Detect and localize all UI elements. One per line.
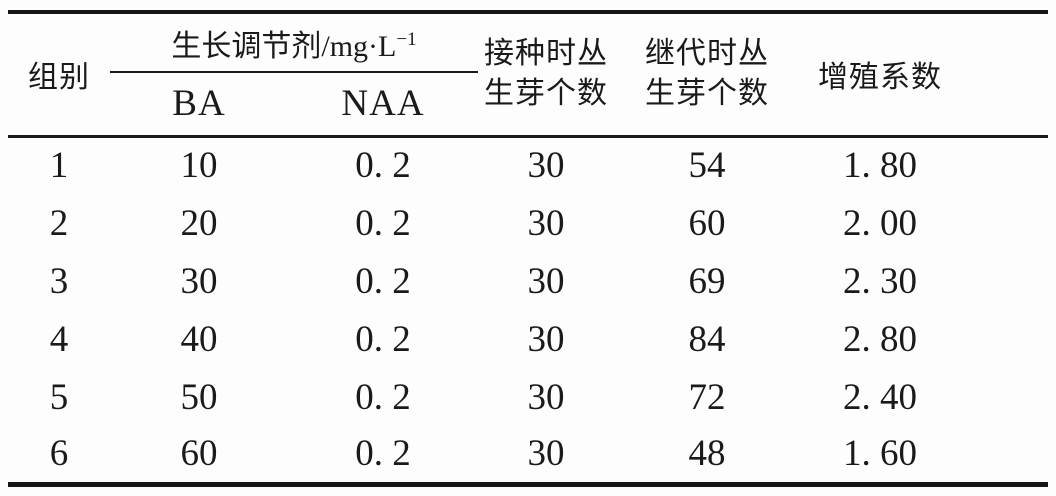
table-row: 5 50 0. 2 30 72 2. 40 <box>8 368 1048 426</box>
header-group-col: 组别 <box>28 61 90 95</box>
cell-group: 6 <box>49 433 69 475</box>
cell-naa: 0. 2 <box>355 260 411 302</box>
table-row: 2 20 0. 2 30 60 2. 00 <box>8 194 1048 252</box>
cell-naa: 0. 2 <box>355 433 411 475</box>
table-row: 1 10 0. 2 30 54 1. 80 <box>8 134 1048 194</box>
header-row-sub: BA NAA <box>8 72 1048 136</box>
cell-ba: 30 <box>180 260 218 302</box>
cell-subculture: 60 <box>688 202 726 244</box>
cell-group: 1 <box>8 134 110 194</box>
cell-ba: 20 <box>180 202 218 244</box>
cell-inoculation: 30 <box>527 433 565 475</box>
cell-group: 4 <box>49 318 69 360</box>
cell-group: 2 <box>49 202 69 244</box>
cell-subculture: 54 <box>614 134 800 194</box>
growth-regulator-table: 组别 生长调节剂/mg·L−1 接种时丛 生芽个数 继代时丛 生芽个数 增殖系数… <box>8 10 1048 487</box>
table-header: 组别 生长调节剂/mg·L−1 接种时丛 生芽个数 继代时丛 生芽个数 增殖系数… <box>8 12 1048 136</box>
cell-subculture: 48 <box>688 433 726 475</box>
cell-coefficient: 2. 80 <box>843 318 917 360</box>
header-regulator-group: 生长调节剂/mg·L−1 <box>110 12 478 73</box>
header-regulator-label: 生长调节剂/mg·L <box>171 29 397 63</box>
cell-ba: 10 <box>110 134 288 194</box>
cell-ba: 60 <box>180 433 218 475</box>
cell-inoculation: 30 <box>478 134 614 194</box>
cell-coefficient: 1. 60 <box>843 433 917 475</box>
cell-inoculation: 30 <box>527 202 565 244</box>
cell-subculture: 84 <box>688 318 726 360</box>
header-subculture-col: 继代时丛 生芽个数 <box>645 36 769 111</box>
cell-naa: 0. 2 <box>288 134 478 194</box>
header-coefficient-col: 增殖系数 <box>818 61 942 95</box>
cell-ba: 40 <box>180 318 218 360</box>
header-ba-col: BA <box>172 83 226 125</box>
scanned-table-region: 组别 生长调节剂/mg·L−1 接种时丛 生芽个数 继代时丛 生芽个数 增殖系数… <box>8 10 1048 487</box>
cell-inoculation: 30 <box>527 260 565 302</box>
cell-subculture: 69 <box>688 260 726 302</box>
cell-naa: 0. 2 <box>355 318 411 360</box>
table-row: 3 30 0. 2 30 69 2. 30 <box>8 252 1048 310</box>
cell-inoculation: 30 <box>527 318 565 360</box>
header-naa-col: NAA <box>341 83 425 125</box>
cell-group: 5 <box>49 376 69 418</box>
header-regulator-superscript: −1 <box>396 28 417 50</box>
cell-naa: 0. 2 <box>355 202 411 244</box>
cell-coefficient: 2. 00 <box>843 202 917 244</box>
cell-inoculation: 30 <box>527 376 565 418</box>
table-row: 4 40 0. 2 30 84 2. 80 <box>8 310 1048 368</box>
header-row-group: 组别 生长调节剂/mg·L−1 接种时丛 生芽个数 继代时丛 生芽个数 增殖系数 <box>8 12 1048 110</box>
cell-coefficient: 1. 80 <box>800 134 1048 194</box>
cell-coefficient: 2. 40 <box>843 376 917 418</box>
cell-coefficient: 2. 30 <box>843 260 917 302</box>
cell-group: 3 <box>49 260 69 302</box>
table-body: 1 10 0. 2 30 54 1. 80 2 20 0. 2 30 60 2.… <box>8 134 1048 484</box>
table-row: 6 60 0. 2 30 48 1. 60 <box>8 426 1048 484</box>
cell-naa: 0. 2 <box>355 376 411 418</box>
cell-subculture: 72 <box>688 376 726 418</box>
cell-ba: 50 <box>180 376 218 418</box>
header-inoculation-col: 接种时丛 生芽个数 <box>484 36 608 111</box>
